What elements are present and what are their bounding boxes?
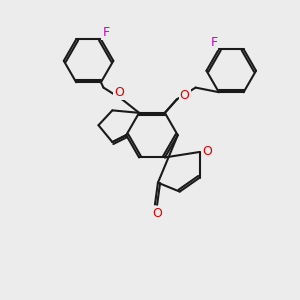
Text: O: O: [202, 146, 212, 158]
Text: F: F: [210, 36, 218, 49]
Text: O: O: [152, 207, 162, 220]
Text: O: O: [180, 89, 190, 102]
Text: O: O: [114, 86, 124, 99]
Text: F: F: [102, 26, 110, 39]
